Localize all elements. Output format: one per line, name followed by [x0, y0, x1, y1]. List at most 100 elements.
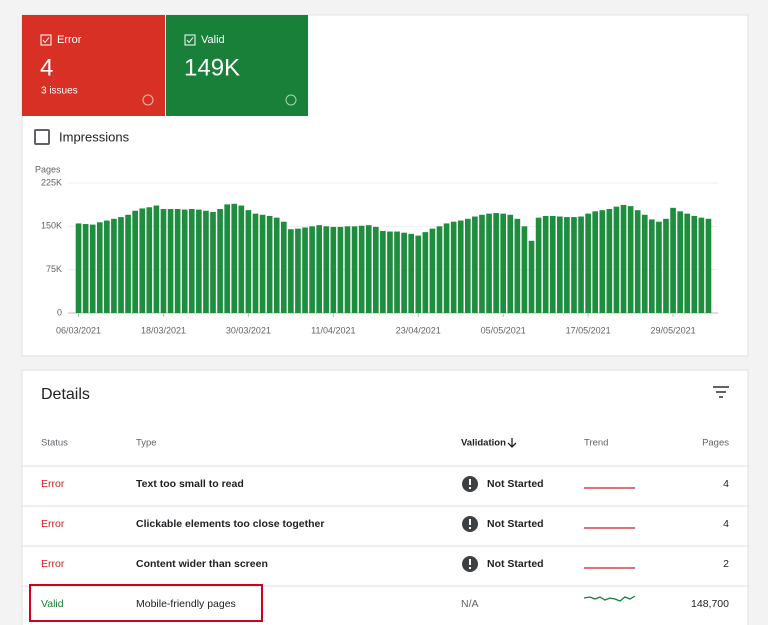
- bar: [96, 222, 103, 313]
- bar: [160, 209, 167, 313]
- column-header[interactable]: Pages: [702, 438, 729, 449]
- x-tick-label: 23/04/2021: [396, 325, 441, 335]
- bar: [415, 235, 422, 313]
- bar: [358, 225, 365, 313]
- x-tick-label: 06/03/2021: [56, 325, 101, 335]
- bar: [457, 220, 464, 313]
- bar: [394, 231, 400, 313]
- impressions-checkbox[interactable]: [34, 129, 50, 145]
- bar: [104, 220, 110, 313]
- icon-glyph: [469, 487, 471, 489]
- bar: [500, 213, 507, 313]
- check: [186, 37, 194, 44]
- bar: [592, 211, 599, 313]
- card-subtitle: 3 issues: [41, 86, 78, 97]
- x-tick-label: 17/05/2021: [566, 325, 611, 335]
- bar: [443, 223, 450, 313]
- icon-glyph: [469, 527, 471, 529]
- help-icon[interactable]: [285, 94, 297, 106]
- bar: [641, 214, 648, 313]
- x-tick-label: 11/04/2021: [311, 325, 355, 335]
- bar: [606, 209, 613, 313]
- bar: [472, 216, 478, 313]
- sort-arrow[interactable]: [507, 438, 517, 448]
- bar: [401, 232, 407, 313]
- sparkline: [583, 595, 636, 602]
- column-header[interactable]: Type: [136, 438, 157, 449]
- bar: [238, 205, 245, 313]
- bar: [224, 204, 231, 313]
- bar: [698, 217, 705, 313]
- filter-icon[interactable]: [713, 386, 729, 398]
- y-axis-label: Pages: [35, 164, 61, 174]
- y-tick-label: 225K: [41, 177, 62, 187]
- impressions-label[interactable]: Impressions: [59, 129, 130, 144]
- bar: [549, 215, 556, 313]
- pages: 148,700: [691, 598, 729, 610]
- card-count: 149K: [184, 54, 240, 81]
- bar: [196, 209, 202, 313]
- column-header[interactable]: Trend: [584, 438, 608, 449]
- issue-type: Mobile-friendly pages: [136, 598, 236, 610]
- bar: [663, 218, 669, 313]
- bar: [634, 210, 641, 313]
- card-label: Valid: [201, 34, 225, 46]
- details-title: Details: [41, 386, 90, 403]
- bar: [705, 218, 712, 313]
- bar: [273, 217, 280, 313]
- bar: [599, 210, 606, 313]
- pages: 2: [723, 558, 729, 570]
- bar: [429, 228, 436, 313]
- bar: [627, 206, 634, 313]
- bar: [231, 203, 238, 313]
- bar: [118, 217, 124, 313]
- icon-glyph: [469, 559, 471, 565]
- bar: [670, 207, 676, 313]
- pages: 4: [723, 518, 729, 530]
- bar: [132, 210, 138, 313]
- bar: [372, 226, 379, 313]
- bar: [464, 218, 471, 313]
- details-table: Status Type Validation Trend Pages Error Text …: [22, 438, 748, 610]
- bar: [344, 226, 351, 313]
- bar: [188, 209, 195, 313]
- valid-card[interactable]: [166, 15, 308, 116]
- bar: [578, 216, 584, 313]
- bar: [571, 217, 577, 313]
- bar: [365, 225, 372, 313]
- bar: [613, 206, 620, 313]
- bar: [111, 218, 117, 313]
- status: Valid: [41, 598, 64, 610]
- issue-type: Clickable elements too close together: [136, 518, 324, 530]
- bar: [450, 221, 457, 313]
- error-card[interactable]: [22, 15, 165, 116]
- bar: [217, 209, 223, 313]
- validation: Not Started: [487, 558, 544, 570]
- bar: [210, 211, 216, 313]
- y-tick-label: 0: [57, 307, 62, 317]
- help-icon[interactable]: [142, 94, 154, 106]
- bar: [337, 226, 344, 313]
- bar: [514, 218, 521, 313]
- bar: [330, 226, 337, 313]
- icon-glyph: [469, 519, 471, 525]
- bar: [82, 224, 89, 313]
- bar: [288, 229, 294, 313]
- bar: [493, 213, 499, 313]
- column-header[interactable]: Validation: [461, 438, 506, 449]
- column-header[interactable]: Status: [41, 438, 68, 449]
- icon-glyph: [469, 479, 471, 485]
- bar: [259, 214, 266, 313]
- x-tick-label: 18/03/2021: [141, 325, 186, 335]
- highlight-box: [29, 584, 263, 622]
- icon-glyph: [469, 567, 471, 569]
- valid-checkbox[interactable]: [184, 34, 196, 46]
- bar: [684, 213, 691, 313]
- bar: [528, 240, 535, 313]
- bar: [486, 213, 492, 313]
- bar: [387, 231, 393, 313]
- bar: [649, 219, 655, 313]
- error-checkbox[interactable]: [40, 34, 52, 46]
- bar: [422, 232, 429, 313]
